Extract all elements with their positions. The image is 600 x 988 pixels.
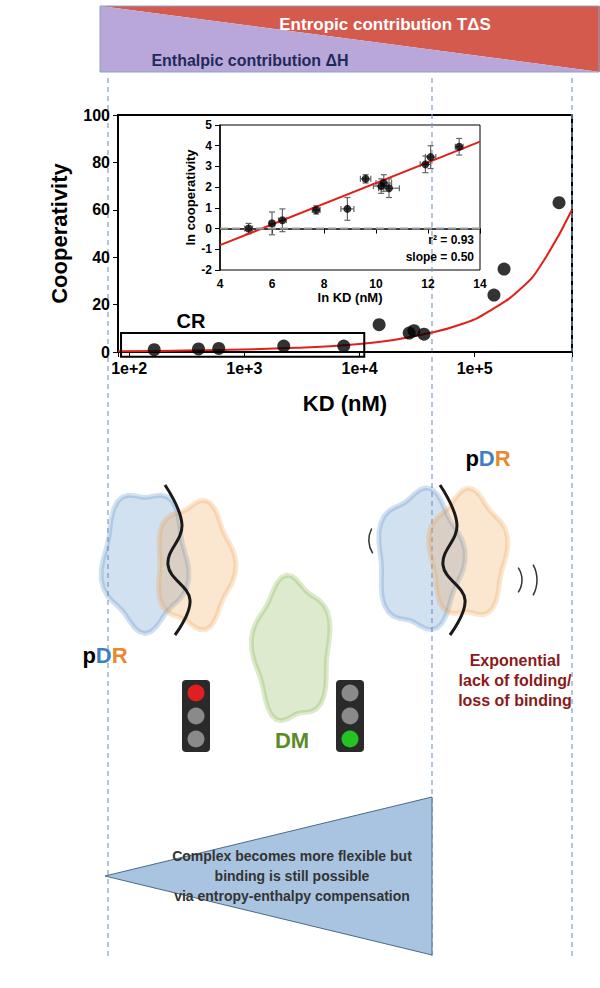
svg-text:6: 6 <box>269 277 276 291</box>
svg-text:loss of binding: loss of binding <box>458 692 572 709</box>
svg-text:r² = 0.93: r² = 0.93 <box>428 233 474 247</box>
svg-text:-1: -1 <box>201 242 212 256</box>
svg-text:D: D <box>479 446 495 471</box>
svg-text:40: 40 <box>92 249 110 266</box>
svg-text:1e+3: 1e+3 <box>226 360 262 377</box>
svg-text:80: 80 <box>92 154 110 171</box>
svg-text:10: 10 <box>369 277 383 291</box>
svg-text:60: 60 <box>92 201 110 218</box>
svg-text:Entropic contribution TΔS: Entropic contribution TΔS <box>279 15 490 34</box>
svg-text:1e+5: 1e+5 <box>457 360 493 377</box>
svg-text:via entropy-enthalpy compensat: via entropy-enthalpy compensation <box>174 888 410 904</box>
svg-text:100: 100 <box>83 107 110 124</box>
svg-text:12: 12 <box>421 277 435 291</box>
svg-text:-2: -2 <box>201 263 212 277</box>
svg-text:Complex becomes more flexible: Complex becomes more flexible but <box>172 848 412 864</box>
svg-text:0: 0 <box>101 344 110 361</box>
svg-text:2: 2 <box>205 180 212 194</box>
svg-text:0: 0 <box>205 222 212 236</box>
svg-text:R: R <box>112 643 128 668</box>
svg-text:lack of folding/: lack of folding/ <box>459 672 572 689</box>
svg-text:DM: DM <box>275 728 309 753</box>
svg-text:Cooperativity: Cooperativity <box>47 162 72 303</box>
svg-text:Enthalpic contribution ΔH: Enthalpic contribution ΔH <box>151 52 348 69</box>
svg-text:20: 20 <box>92 296 110 313</box>
svg-text:slope = 0.50: slope = 0.50 <box>406 250 475 264</box>
svg-text:4: 4 <box>217 277 224 291</box>
svg-text:1e+4: 1e+4 <box>341 360 377 377</box>
svg-text:1e+2: 1e+2 <box>111 360 147 377</box>
svg-text:p: p <box>465 446 478 471</box>
svg-text:8: 8 <box>321 277 328 291</box>
svg-text:5: 5 <box>205 118 212 132</box>
svg-text:ln KD (nM): ln KD (nM) <box>318 290 383 305</box>
svg-text:14: 14 <box>473 277 487 291</box>
svg-text:KD (nM): KD (nM) <box>303 391 387 416</box>
svg-text:D: D <box>96 643 112 668</box>
svg-text:3: 3 <box>205 159 212 173</box>
svg-text:Exponential: Exponential <box>470 652 561 669</box>
svg-text:R: R <box>495 446 511 471</box>
svg-text:4: 4 <box>205 139 212 153</box>
svg-text:p: p <box>82 643 95 668</box>
svg-text:CR: CR <box>177 310 206 332</box>
svg-text:1: 1 <box>205 201 212 215</box>
svg-text:ln cooperativity: ln cooperativity <box>183 149 198 246</box>
svg-text:binding is still possible: binding is still possible <box>215 868 370 884</box>
